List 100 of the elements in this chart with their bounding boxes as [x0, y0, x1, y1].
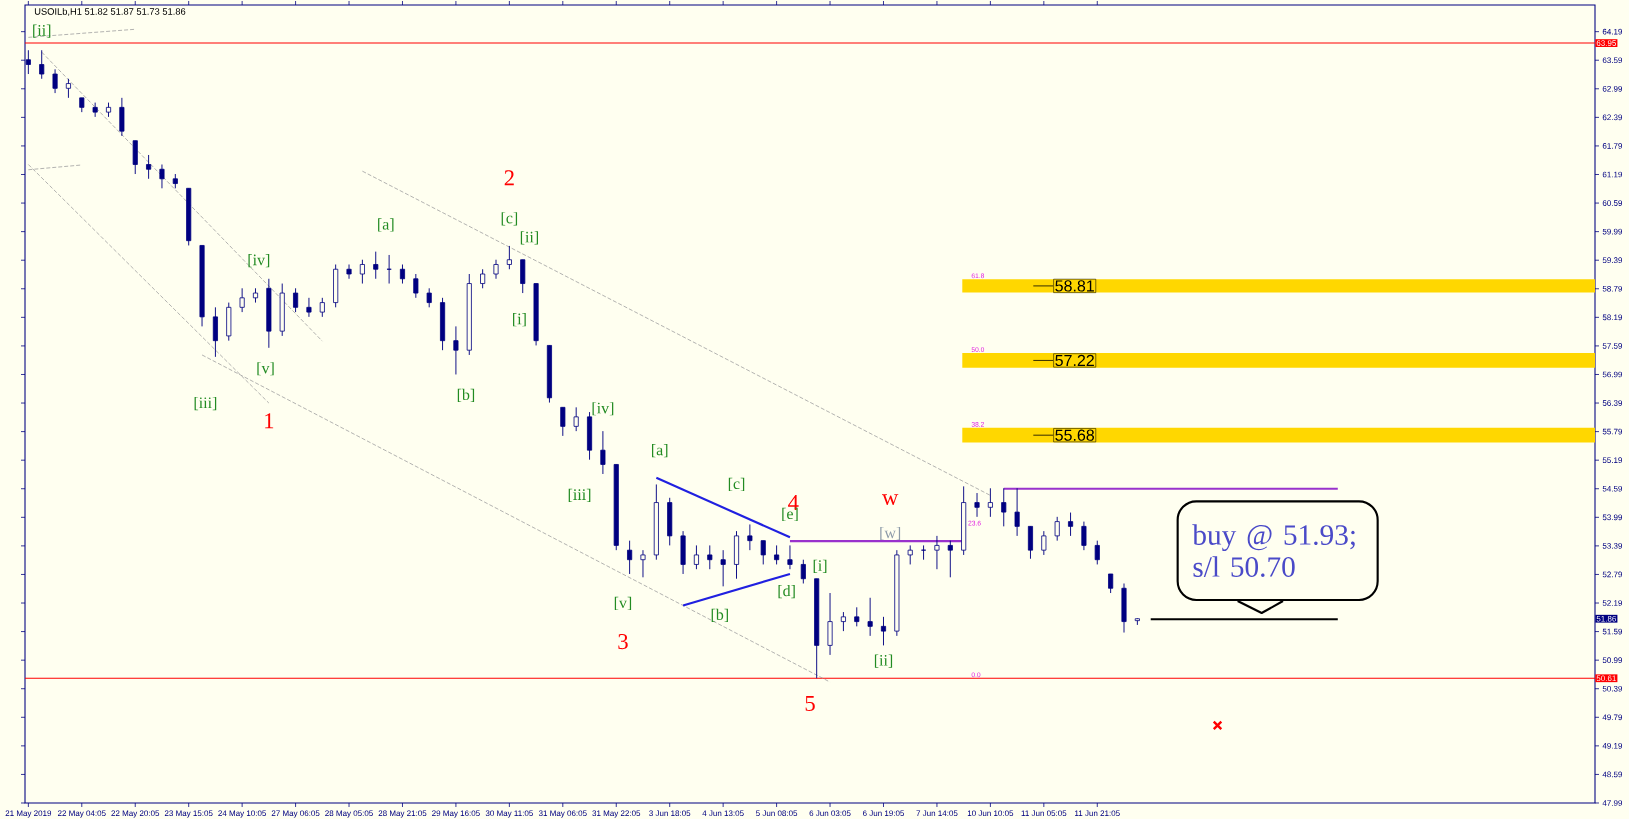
band-label: 58.81	[1055, 280, 1094, 292]
x-tick-label: 28 May 05:05	[325, 810, 373, 818]
candlestick	[827, 592, 833, 656]
y-tick-label: 64.19	[1602, 28, 1623, 35]
candlestick	[693, 544, 699, 570]
y-tick-label: 61.79	[1602, 143, 1623, 149]
candlestick	[413, 273, 419, 299]
y-tick-label: 52.79	[1602, 571, 1623, 578]
candlestick	[1041, 530, 1047, 556]
candlestick	[373, 251, 379, 280]
ref-line-label: 50.61	[1596, 675, 1616, 682]
annotation: [iv]	[592, 402, 614, 416]
candlestick	[493, 259, 499, 280]
candlestick	[840, 611, 846, 632]
candlestick	[1001, 487, 1007, 527]
candlestick	[707, 544, 713, 570]
candlestick	[1108, 573, 1114, 594]
candlestick	[520, 259, 526, 294]
x-tick-label: 29 May 16:05	[432, 810, 480, 818]
y-tick-label: 50.39	[1602, 685, 1623, 692]
x-tick-label: 4 Jun 13:05	[702, 810, 744, 817]
candlestick	[573, 406, 579, 432]
candlestick	[947, 540, 953, 578]
candlestick	[293, 287, 299, 313]
candlestick	[560, 406, 566, 437]
x-tick-label: 7 Jun 14:05	[916, 810, 958, 817]
candlestick	[346, 263, 352, 280]
annotation: [iii]	[194, 396, 217, 411]
annotation: [a]	[652, 444, 668, 458]
candlestick	[399, 263, 406, 284]
annotation: [iii]	[568, 488, 591, 502]
y-tick-label: 55.79	[1602, 428, 1623, 435]
annotation: buy @ 51.93; s/l 50.70	[1192, 524, 1355, 577]
candlestick	[426, 287, 432, 308]
candlestick	[119, 97, 125, 137]
candlestick	[453, 325, 459, 375]
candlestick	[146, 154, 152, 180]
y-tick-label: 56.99	[1602, 371, 1623, 378]
candlestick	[854, 606, 860, 627]
candlestick	[65, 78, 71, 99]
candlestick	[907, 544, 913, 565]
candlestick	[1068, 512, 1074, 537]
y-tick-label: 52.19	[1602, 600, 1623, 606]
annotation: w	[882, 494, 899, 505]
y-tick-label: 53.39	[1602, 543, 1623, 549]
y-tick-label: 50.99	[1602, 657, 1623, 663]
x-tick-label: 23 May 15:05	[164, 810, 213, 818]
x-tick-label: 28 May 21:05	[378, 810, 427, 818]
x-tick-label: 24 May 10:05	[218, 810, 267, 818]
y-tick-label: 47.99	[1602, 800, 1623, 806]
candlestick	[39, 49, 45, 80]
annotation: [c]	[501, 212, 518, 226]
candlestick	[1054, 516, 1060, 542]
ref-line-label: 63.95	[1596, 40, 1617, 46]
x-tick-label: 10 Jun 10:05	[967, 810, 1014, 817]
candlestick	[212, 306, 218, 358]
y-tick-label: 58.19	[1602, 314, 1623, 321]
y-tick-label: 49.19	[1602, 743, 1623, 749]
candlestick	[800, 559, 806, 584]
candlestick	[239, 287, 245, 313]
y-tick-label: 56.39	[1602, 400, 1623, 406]
annotation: [d]	[778, 584, 795, 599]
annotation: [i]	[513, 313, 526, 327]
y-tick-label: 49.79	[1602, 714, 1623, 721]
candlestick	[787, 544, 793, 570]
annotation: [b]	[457, 388, 475, 403]
annotation: [w]	[880, 526, 901, 541]
y-tick-label: 51.59	[1602, 628, 1623, 635]
candlestick	[52, 68, 58, 94]
candlestick	[867, 597, 873, 637]
y-tick-label: 53.99	[1602, 514, 1623, 521]
x-tick-label: 31 May 22:05	[592, 810, 641, 818]
x-tick-label: 3 Jun 18:05	[649, 810, 691, 817]
candlestick	[627, 540, 633, 575]
y-tick-label: 59.99	[1602, 228, 1623, 235]
x-tick-label: 27 May 06:05	[271, 810, 320, 818]
y-tick-label: 48.59	[1602, 771, 1623, 778]
x-tick-label: 11 Jun 21:05	[1075, 810, 1120, 817]
annotation: [v]	[257, 362, 274, 376]
annotation: 51.86	[1596, 615, 1616, 622]
candlestick	[720, 549, 726, 587]
x-tick-label: 6 Jun 03:05	[809, 810, 851, 817]
candlestick	[640, 549, 646, 578]
candlestick	[359, 259, 365, 284]
y-tick-label: 62.99	[1602, 85, 1623, 92]
annotation: 2	[504, 170, 514, 186]
y-tick-label: 60.59	[1602, 200, 1623, 206]
candlestick	[880, 616, 887, 646]
x-tick-label: 31 May 06:05	[538, 810, 587, 818]
candlestick	[600, 430, 606, 475]
candlestick	[974, 492, 980, 518]
annotation: [v]	[614, 596, 632, 611]
chart-title: USOILb,H1 51.82 51.87 51.73 51.86	[34, 7, 186, 16]
x-tick-label: 22 May 20:05	[111, 810, 160, 818]
annotation: [ii]	[33, 24, 51, 38]
x-tick-label: 22 May 04:05	[57, 810, 106, 818]
candlestick	[934, 535, 940, 570]
candlestick	[480, 268, 486, 289]
candlestick	[760, 540, 766, 565]
candlestick	[1014, 487, 1020, 537]
